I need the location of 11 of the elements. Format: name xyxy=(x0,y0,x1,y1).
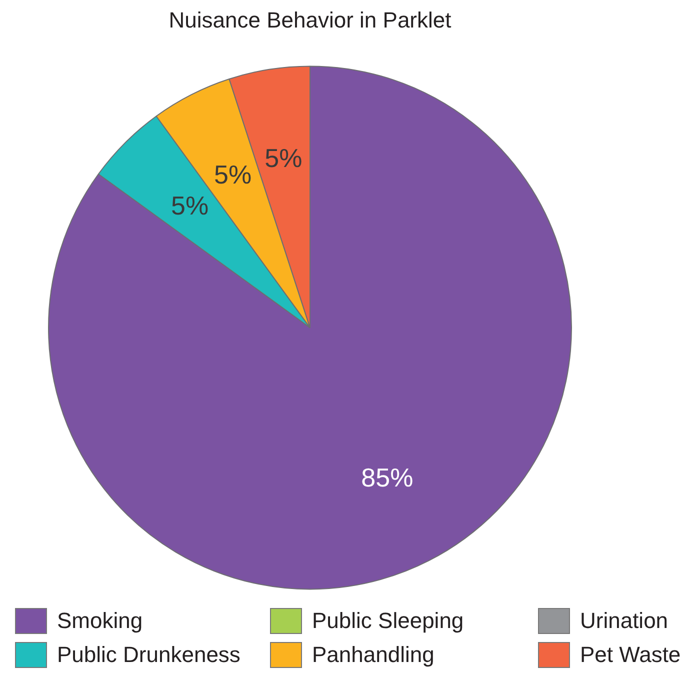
legend-label: Panhandling xyxy=(312,642,434,668)
legend-label: Urination xyxy=(580,608,668,634)
data-label: 85% xyxy=(361,462,414,492)
data-label: 5% xyxy=(171,190,209,221)
data-label: 5% xyxy=(264,142,302,173)
legend-label: Public Sleeping xyxy=(312,608,464,634)
legend-label: Smoking xyxy=(57,608,143,634)
data-label: 5% xyxy=(214,159,252,190)
legend-label: Pet Waste xyxy=(580,642,681,668)
legend-label: Public Drunkeness xyxy=(57,642,240,668)
chart-title: Nuisance Behavior in Parklet xyxy=(168,7,452,32)
